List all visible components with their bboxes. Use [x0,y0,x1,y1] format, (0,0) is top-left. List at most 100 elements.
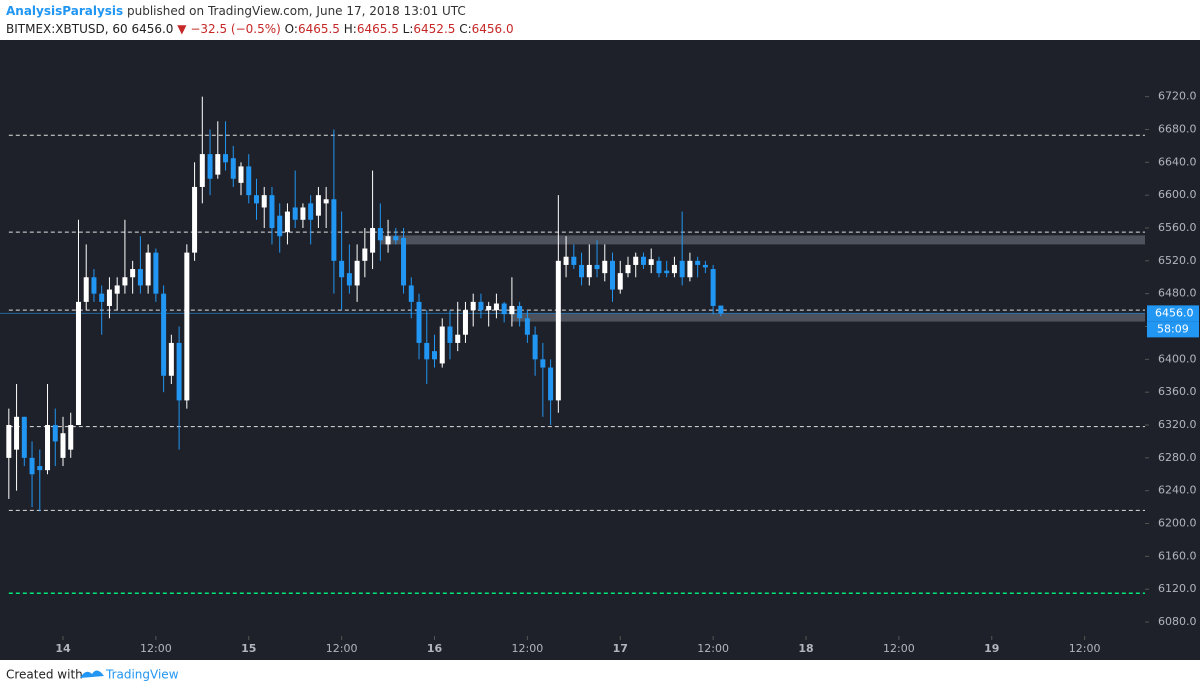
price-tag-label: 6456.0 [1155,306,1194,319]
candle-body [540,359,546,368]
author: AnalysisParalysis [6,4,123,18]
candle-body [447,326,453,343]
candle-body [161,293,167,376]
candle-body [315,195,321,216]
candle-body [579,264,585,278]
candle-body [230,158,236,179]
x-tick-label: 12:00 [326,642,358,655]
ohlc-label: C: [459,22,471,36]
published: published on TradingView.com, June 17, 2… [123,4,466,18]
candle-body [671,264,677,274]
candle-body [238,166,244,183]
brand: TradingView [105,668,179,682]
change: ▼ −32.5 (−0.5%) [177,22,281,36]
candle-body [563,256,569,265]
ohlc-label: H: [344,22,357,36]
candle-body [424,342,430,360]
candle-body [625,264,631,274]
candle-body [702,264,708,268]
symbol: BITMEX:XBTUSD, 60 [6,22,128,36]
candle-body [664,270,670,274]
candle-body [710,269,716,306]
candle-body [462,310,468,335]
candle-body [648,259,654,265]
candle-body [246,166,252,196]
y-tick-label: 6640.0 [1158,155,1197,168]
candle-body [207,154,213,179]
candle-body [501,303,507,315]
zone [380,235,1145,245]
candle-body [223,154,229,163]
candle-body [432,351,438,360]
x-tick-label: 12:00 [1069,642,1101,655]
y-tick-label: 6160.0 [1158,549,1197,562]
candle-body [168,342,174,376]
footer-bg [0,660,1200,690]
countdown-label: 58:09 [1157,322,1189,335]
ohlc-label: O: [285,22,298,36]
candle-body [470,301,476,311]
x-tick-label: 14 [55,642,71,655]
candle-body [145,252,151,286]
candle-body [137,269,143,286]
candle-body [277,215,283,237]
y-tick-label: 6520.0 [1158,254,1197,267]
y-tick-label: 6280.0 [1158,451,1197,464]
candle-body [718,305,724,314]
candle-body [586,264,592,278]
candle-body [339,260,345,278]
candle-body [571,256,577,265]
candle-body [284,211,290,233]
candle-body [439,326,445,364]
candle-body [640,256,646,265]
candle-body [555,260,561,401]
candle-body [83,277,89,302]
candle-body [687,260,693,278]
candle-body [602,260,608,274]
candle-body [594,264,600,270]
candle-body [91,277,97,294]
candle-body [610,260,616,290]
price-tag [1147,305,1199,322]
candle-body [331,199,337,261]
y-tick-label: 6600.0 [1158,188,1197,201]
candle-body [45,425,51,471]
candle-body [14,416,20,450]
candle-body [323,199,329,204]
candle-body [408,285,414,302]
candle-body [176,342,182,401]
y-tick-label: 6080.0 [1158,615,1197,628]
candle-body [21,416,27,458]
y-tick-label: 6240.0 [1158,484,1197,497]
y-tick-label: 6480.0 [1158,287,1197,300]
candle-body [354,260,360,286]
candle-body [478,301,484,311]
y-tick-label: 6360.0 [1158,385,1197,398]
candle-body [416,301,422,343]
ohlc-value: 6456.0 [472,22,514,36]
candle-body [37,466,43,471]
candle-body [385,236,391,245]
candle-body [199,154,205,187]
x-tick-label: 12:00 [697,642,729,655]
candle-body [679,260,685,278]
x-tick-label: 15 [241,642,256,655]
candle-body [617,273,623,290]
candle-body [122,277,128,286]
candle-body [261,195,267,208]
candle-body [60,433,66,458]
zone [511,313,1145,322]
y-tick-label: 6560.0 [1158,221,1197,234]
x-tick-label: 12:00 [512,642,544,655]
x-tick-label: 18 [798,642,813,655]
candle-body [130,269,136,278]
candle-body [486,305,492,311]
ohlc-value: 6452.5 [413,22,455,36]
candle-body [253,195,259,204]
candle-body [633,256,639,265]
candle-body [656,260,662,274]
ohlc-value: 6465.5 [357,22,399,36]
candle-body [532,334,538,360]
candle-body [524,318,530,335]
